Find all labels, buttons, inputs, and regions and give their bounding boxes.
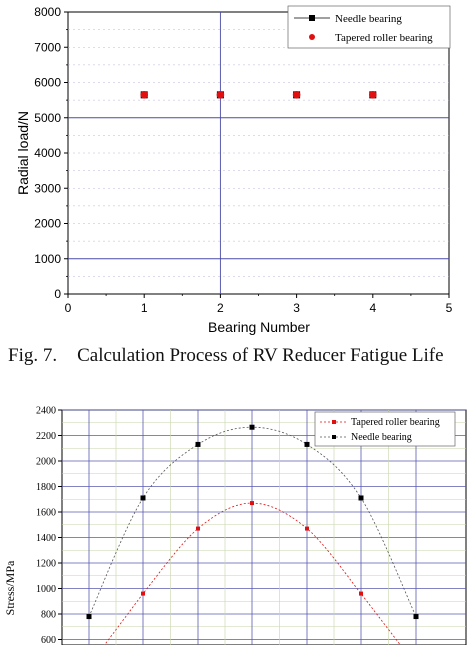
tapered-roller-bearing-point	[369, 91, 377, 99]
x-tick-label: 4	[369, 301, 376, 315]
y-ticks: 600 800 1000 1200 1400 1600 1800 2000 2200 2400	[36, 406, 62, 645]
y-tick-label: 7000	[34, 40, 61, 54]
legend-tapered-marker	[332, 420, 336, 424]
legend-needle-marker	[309, 15, 315, 21]
minor-grid	[68, 29, 449, 277]
legend-needle-label: Needle bearing	[351, 432, 412, 443]
y-tick-label: 1800	[36, 482, 56, 493]
y-tick-label: 2000	[34, 217, 61, 231]
legend: Needle bearing Tapered roller bearing	[287, 5, 451, 49]
tapered-roller-bearing-point	[140, 91, 148, 99]
y-tick-label: 600	[41, 635, 56, 645]
legend-tapered-label: Tapered roller bearing	[335, 32, 433, 44]
tapered-roller-bearing-point	[359, 591, 363, 596]
y-tick-label: 0	[54, 287, 61, 301]
figure-caption: Fig. 7. Calculation Process of RV Reducer…	[0, 345, 474, 367]
y-tick-label: 1600	[36, 508, 56, 519]
y-tick-label: 4000	[34, 146, 61, 160]
legend: Tapered roller bearing Needle bearing	[314, 411, 456, 447]
tapered-roller-bearing-point	[305, 526, 309, 531]
y-tick-label: 1000	[36, 584, 56, 595]
plot-area	[61, 409, 467, 645]
y-tick-label: 2200	[36, 431, 56, 442]
tapered-roller-bearing-point	[250, 501, 254, 506]
tapered-roller-bearing-point	[141, 591, 145, 596]
tapered-roller-bearing-point	[196, 526, 200, 531]
grid	[62, 409, 466, 645]
x-tick-label: 1	[141, 301, 148, 315]
major-grid	[68, 12, 449, 294]
legend-box	[287, 5, 451, 49]
x-tick-label: 5	[446, 301, 453, 315]
needle-bearing-point	[140, 495, 146, 501]
y-tick-label: 800	[41, 610, 56, 621]
y-tick-label: 3000	[34, 181, 61, 195]
figure-number: Fig. 7.	[8, 345, 58, 366]
data-points	[140, 91, 377, 99]
y-tick-label: 1400	[36, 533, 56, 544]
tapered-roller-bearing-point	[216, 91, 225, 99]
legend-needle-label: Needle bearing	[335, 13, 402, 25]
tapered-roller-bearing-point	[292, 91, 301, 99]
data-points	[86, 424, 419, 620]
figure-caption-text: Calculation Process of RV Reducer Fatigu…	[77, 345, 444, 366]
x-axis-label: Bearing Number	[208, 319, 310, 335]
y-tick-label: 8000	[34, 5, 61, 19]
y-tick-label: 2400	[36, 406, 56, 417]
legend-box	[314, 411, 456, 447]
y-tick-label: 6000	[34, 76, 61, 90]
y-tick-label: 1000	[34, 252, 61, 266]
y-tick-label: 1200	[36, 559, 56, 570]
x-tick-label: 2	[217, 301, 224, 315]
needle-bearing-point	[304, 441, 310, 447]
needle-bearing-point	[413, 614, 419, 620]
y-axis-label: Stress/MPa	[3, 560, 17, 615]
stress-chart: 600 800 1000 1200 1400 1600 1800 2000 2200 2400 S…	[3, 406, 467, 645]
x-tick-label: 3	[293, 301, 300, 315]
needle-bearing-point	[86, 614, 92, 620]
needle-bearing-point	[358, 495, 364, 501]
y-axis-label: Radial load/N	[15, 111, 31, 195]
needle-bearing-point	[249, 424, 255, 430]
legend-tapered-label: Tapered roller bearing	[351, 417, 440, 428]
x-ticks: 0 1 2 3 4 5	[65, 294, 453, 315]
legend-tapered-marker	[309, 34, 315, 40]
radial-load-chart: 0 1000 2000 3000 4000 5000 6000 7000 8000 0 1 2 3 4 5…	[15, 5, 453, 335]
y-ticks: 0 1000 2000 3000 4000 5000 6000 7000 8000	[34, 5, 68, 301]
legend-needle-marker	[332, 435, 336, 439]
y-tick-label: 2000	[36, 457, 56, 468]
y-tick-label: 5000	[34, 111, 61, 125]
x-tick-label: 0	[65, 301, 72, 315]
needle-bearing-point	[195, 441, 201, 447]
